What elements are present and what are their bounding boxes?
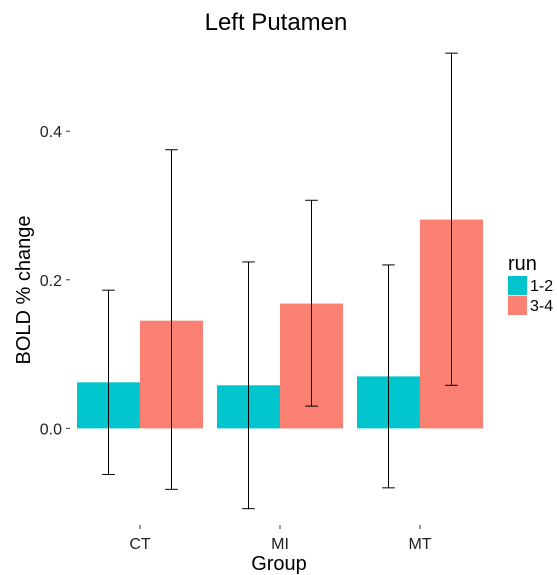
legend-swatch: [508, 276, 527, 295]
y-axis: 0.0 0.2 0.4: [40, 124, 70, 438]
legend-label: 1-2: [530, 278, 553, 295]
y-tick-label: 0.0: [40, 421, 62, 438]
y-tick-label: 0.4: [40, 124, 62, 141]
legend-swatch: [508, 296, 527, 315]
error-bars: [102, 52, 458, 510]
legend-label: 3-4: [530, 298, 553, 315]
bars: [77, 219, 483, 429]
legend-title: run: [508, 253, 537, 275]
x-tick-label: MI: [271, 536, 289, 553]
x-tick-label: MT: [408, 536, 431, 553]
y-tick-label: 0.2: [40, 273, 62, 290]
x-tick-label: CT: [129, 536, 151, 553]
legend: run 1-2 3-4: [508, 253, 553, 315]
x-axis-title: Group: [251, 553, 307, 575]
x-axis: CT MI MT: [129, 525, 432, 553]
y-axis-title: BOLD % change: [13, 216, 35, 365]
chart-title: Left Putamen: [205, 9, 348, 36]
